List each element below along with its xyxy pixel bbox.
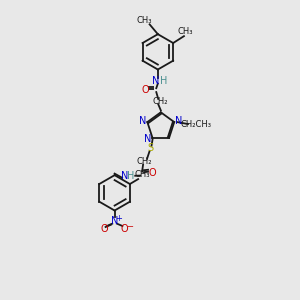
- Text: O: O: [148, 168, 156, 178]
- Text: O: O: [121, 224, 129, 234]
- Text: H: H: [160, 76, 167, 86]
- Text: O: O: [100, 224, 108, 234]
- Text: CH₃: CH₃: [178, 27, 193, 36]
- Text: CH₂: CH₂: [152, 98, 168, 106]
- Text: O: O: [142, 85, 149, 95]
- Text: N: N: [145, 134, 152, 144]
- Text: CH₃: CH₃: [136, 16, 152, 25]
- Text: CH₂: CH₂: [136, 157, 152, 166]
- Text: N: N: [175, 116, 182, 126]
- Text: CH₂CH₃: CH₂CH₃: [181, 119, 212, 128]
- Text: N: N: [121, 171, 128, 181]
- Text: N: N: [152, 76, 159, 86]
- Text: +: +: [116, 214, 122, 223]
- Text: H: H: [128, 171, 135, 181]
- Text: −: −: [126, 222, 133, 231]
- Text: CH₃: CH₃: [134, 170, 150, 179]
- Text: N: N: [139, 116, 147, 126]
- Text: N: N: [110, 216, 118, 226]
- Text: S: S: [148, 143, 154, 153]
